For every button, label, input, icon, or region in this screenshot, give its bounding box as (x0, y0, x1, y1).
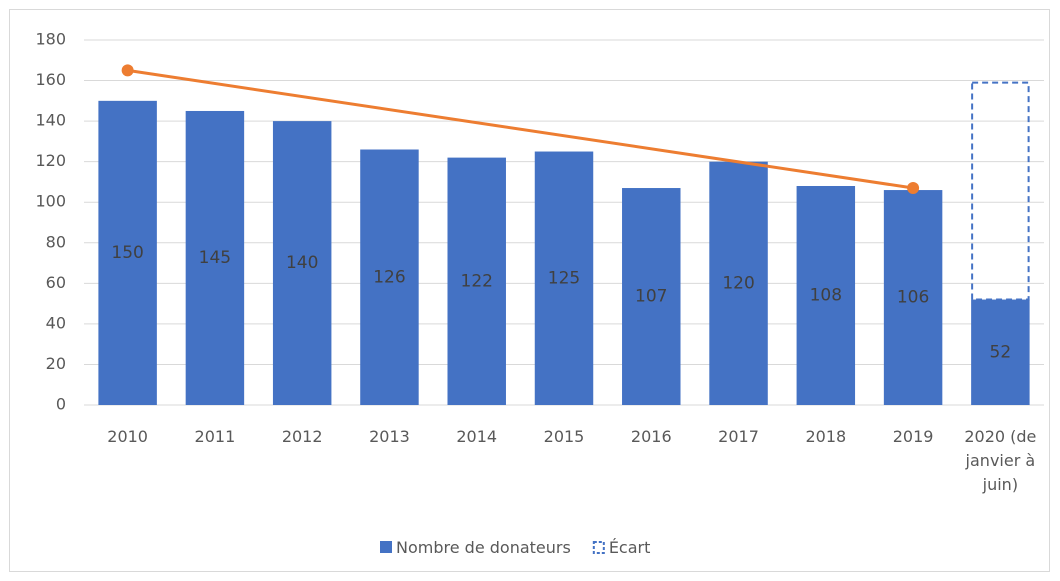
data-label: 120 (722, 273, 754, 293)
x-tick-label: 2012 (281, 427, 323, 446)
bar (447, 157, 506, 405)
x-tick-label: 2020 (de janvier à juin) (964, 427, 1037, 494)
data-label: 107 (635, 287, 667, 307)
y-tick-label: 120 (35, 151, 66, 170)
bar (709, 161, 768, 405)
data-label: 106 (897, 288, 929, 308)
trend-line (127, 68, 914, 190)
x-tick-label: 2019 (892, 427, 934, 446)
bar (883, 190, 943, 405)
x-tick-label: 2015 (543, 427, 585, 446)
bar (622, 188, 681, 405)
x-tick-label: 2010 (107, 427, 148, 446)
bar (98, 100, 157, 405)
y-tick-label: 80 (46, 232, 66, 251)
data-label: 122 (461, 271, 493, 291)
x-tick-label: 2017 (718, 427, 759, 446)
bar (971, 299, 1030, 405)
chart-border (9, 9, 1050, 572)
legend-label: Écart (608, 538, 651, 557)
y-tick-label: 180 (35, 30, 66, 49)
legend-swatch (380, 541, 392, 553)
x-tick-label: 2011 (194, 427, 236, 446)
trend-point (907, 182, 920, 195)
y-tick-label: 100 (35, 192, 66, 211)
bar (272, 121, 332, 405)
y-tick-label: 60 (46, 273, 66, 292)
bar (796, 186, 856, 405)
data-label: 126 (373, 267, 405, 287)
bar (534, 151, 594, 405)
data-label: 150 (111, 243, 143, 263)
y-tick-label: 20 (46, 354, 66, 373)
y-tick-label: 40 (46, 313, 66, 332)
y-tick-label: 0 (56, 395, 66, 414)
legend-label: Nombre de donateurs (396, 538, 571, 557)
x-tick-label: 2016 (630, 427, 672, 446)
bar (185, 110, 245, 405)
legend-swatch (592, 541, 605, 554)
y-tick-label: 140 (35, 111, 66, 130)
gap-box (971, 81, 1030, 301)
data-label: 140 (286, 253, 318, 273)
bar (360, 149, 419, 405)
data-label: 125 (548, 268, 580, 288)
x-tick-label: 2013 (369, 427, 410, 446)
x-tick-label: 2018 (805, 427, 847, 446)
trend-point (121, 64, 134, 77)
data-label: 145 (199, 248, 231, 268)
data-label: 52 (990, 342, 1012, 362)
x-tick-label: 2014 (456, 427, 498, 446)
y-tick-label: 160 (35, 70, 66, 89)
data-label: 108 (810, 286, 842, 306)
